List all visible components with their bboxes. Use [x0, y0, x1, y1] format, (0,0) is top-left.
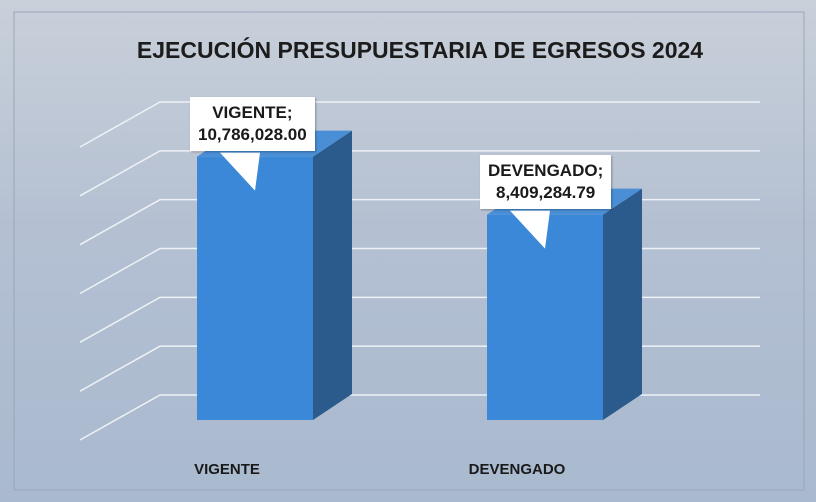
- x-tick-label: VIGENTE: [194, 461, 260, 478]
- grid-line: [79, 247, 760, 295]
- data-label: DEVENGADO; 8,409,284.79: [480, 154, 612, 209]
- grid-line: [79, 296, 760, 343]
- bar-side: [313, 130, 352, 420]
- grid-line: [79, 198, 760, 246]
- callout-pointer: [510, 210, 550, 249]
- grid-line: [79, 345, 760, 392]
- grid-line: [79, 150, 760, 197]
- data-label: VIGENTE; 10,786,028.00: [190, 96, 315, 151]
- x-tick-label: DEVENGADO: [469, 461, 566, 478]
- callout-pointer: [220, 152, 260, 191]
- grid-line: [79, 101, 760, 148]
- bar-side: [603, 188, 642, 420]
- chart-title: EJECUCIÓN PRESUPUESTARIA DE EGRESOS 2024: [137, 36, 703, 63]
- bar: [197, 156, 313, 420]
- chart-frame: [13, 11, 805, 491]
- bar: [487, 214, 603, 420]
- grid-line: [79, 394, 760, 441]
